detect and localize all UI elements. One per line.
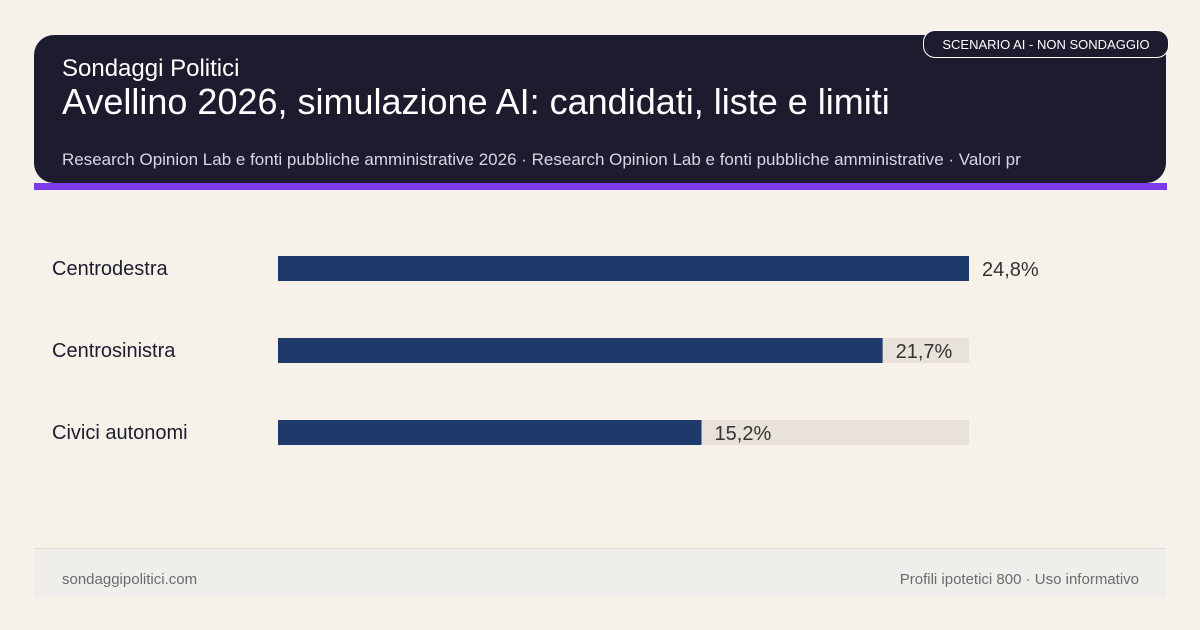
- page-title: Avellino 2026, simulazione AI: candidati…: [62, 81, 890, 122]
- footer-site-link[interactable]: sondaggipolitici.com: [62, 571, 198, 588]
- bar: [278, 420, 702, 445]
- footer: sondaggipolitici.com Profili ipotetici 8…: [34, 548, 1166, 597]
- bar: [278, 256, 969, 281]
- footer-note: Profili ipotetici 800 · Uso informativo: [899, 571, 1139, 588]
- category-label: Centrodestra: [52, 258, 168, 280]
- sources-line: Research Opinion Lab e fonti pubbliche a…: [62, 150, 1021, 169]
- scenario-badge: SCENARIO AI - NON SONDAGGIO: [923, 30, 1169, 58]
- accent-bar: [34, 183, 1167, 190]
- category-label: Civici autonomi: [52, 422, 188, 444]
- header-card: Sondaggi Politici Avellino 2026, simulaz…: [34, 35, 1166, 183]
- value-label: 15,2%: [715, 423, 772, 445]
- category-label: Centrosinistra: [52, 340, 176, 362]
- value-label: 21,7%: [896, 341, 953, 363]
- bar-chart: Centrodestra 24,8% Centrosinistra 21,7% Civi…: [52, 256, 1039, 445]
- brand-name: Sondaggi Politici: [62, 55, 240, 82]
- bar: [278, 338, 883, 363]
- value-label: 24,8%: [982, 259, 1039, 281]
